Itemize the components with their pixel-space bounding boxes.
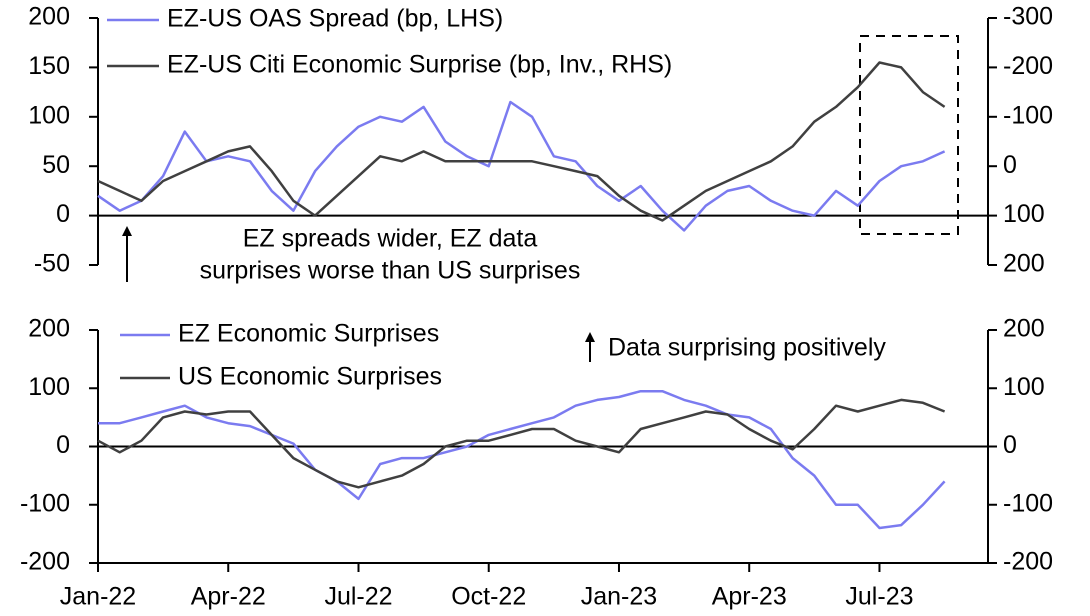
y-tick-label: 150: [28, 52, 70, 80]
y2-tick-label: -100: [1003, 101, 1053, 129]
y-tick-label: 100: [28, 101, 70, 129]
y2-tick-label: -200: [1003, 548, 1053, 576]
y-tick-label: 0: [56, 431, 70, 459]
y2-tick-label: 200: [1003, 315, 1045, 343]
arrow-head: [122, 226, 132, 236]
legend-label: US Economic Surprises: [178, 363, 442, 391]
y-tick-label: 100: [28, 373, 70, 401]
x-tick-label: Apr-22: [191, 583, 266, 611]
annotation: surprises worse than US surprises: [200, 257, 581, 285]
y2-tick-label: 100: [1003, 200, 1045, 228]
x-tick-label: Apr-23: [712, 583, 787, 611]
series-line: [97, 398, 946, 489]
series-line: [98, 389, 946, 530]
arrow-head: [585, 332, 595, 342]
series-line: [97, 100, 946, 232]
y-tick-label: -100: [20, 489, 70, 517]
y2-tick-label: 0: [1003, 431, 1017, 459]
series-line: [97, 61, 946, 222]
y2-tick-label: -100: [1003, 489, 1053, 517]
x-tick-label: Jul-23: [845, 583, 913, 611]
y-tick-label: -50: [34, 250, 70, 278]
legend-label: EZ-US Citi Economic Surprise (bp, Inv., …: [167, 51, 672, 79]
legend-label: EZ-US OAS Spread (bp, LHS): [167, 5, 503, 33]
y2-tick-label: -200: [1003, 52, 1053, 80]
y2-tick-label: 100: [1003, 373, 1045, 401]
y2-tick-label: 200: [1003, 250, 1045, 278]
annotation: Data surprising positively: [608, 334, 886, 362]
highlight-box: [859, 35, 959, 235]
y2-tick-label: -300: [1003, 3, 1053, 31]
x-tick-label: Oct-22: [451, 583, 526, 611]
x-tick-label: Jan-22: [60, 583, 136, 611]
x-tick-label: Jul-22: [324, 583, 392, 611]
y-tick-label: 200: [28, 315, 70, 343]
x-tick-label: Jan-23: [581, 583, 657, 611]
y-tick-label: 0: [56, 200, 70, 228]
y-tick-label: 200: [28, 3, 70, 31]
y-tick-label: 50: [42, 151, 70, 179]
annotation: EZ spreads wider, EZ data: [243, 225, 538, 253]
y2-tick-label: 0: [1003, 151, 1017, 179]
y-tick-label: -200: [20, 548, 70, 576]
legend-label: EZ Economic Surprises: [178, 320, 439, 348]
